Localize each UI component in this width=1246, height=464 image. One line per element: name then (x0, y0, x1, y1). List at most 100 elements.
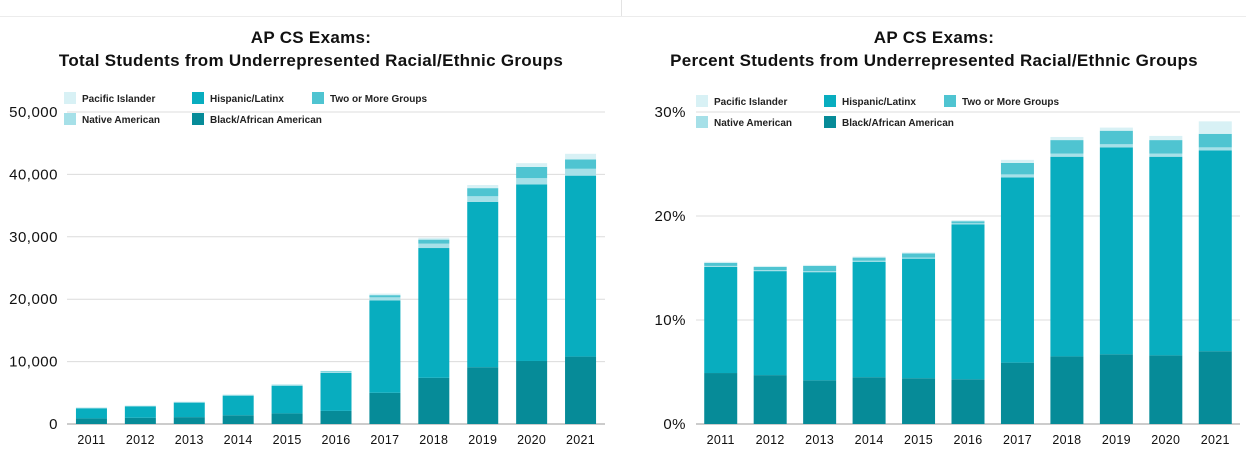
legend-swatch (696, 116, 708, 128)
bar-segment (1050, 153, 1084, 157)
bar-segment (565, 175, 597, 357)
bar-segment (1000, 162, 1034, 175)
y-tick-label: 0% (663, 416, 686, 433)
legend-swatch (312, 92, 324, 104)
y-tick-label: 0 (49, 416, 58, 433)
bar-segment (1149, 140, 1183, 154)
chart-title-line2: Percent Students from Underrepresented R… (670, 51, 1198, 70)
bar-segment (369, 300, 401, 393)
legend-swatch (944, 95, 956, 107)
x-tick-label: 2019 (1102, 433, 1131, 447)
x-tick-label: 2021 (1201, 433, 1230, 447)
bar-segment (222, 395, 254, 416)
bar-segment (704, 262, 738, 266)
bar-segment (852, 261, 886, 378)
x-tick-label: 2017 (370, 433, 399, 447)
bar-segment (320, 371, 352, 372)
legend-swatch (824, 95, 836, 107)
bar-segment (704, 265, 738, 267)
bar-segment (1000, 174, 1034, 178)
x-tick-label: 2015 (904, 433, 933, 447)
bar-segment (516, 166, 548, 179)
x-tick-label: 2011 (77, 433, 105, 447)
bar-segment (753, 375, 787, 424)
bar-segment (1149, 156, 1183, 356)
bar-segment (516, 178, 548, 185)
bar-segment (75, 408, 107, 419)
bar-segment (753, 271, 787, 376)
bar-segment (1050, 356, 1084, 424)
bar-segment (852, 377, 886, 424)
bar-segment (1198, 150, 1232, 352)
legend-label: Two or More Groups (962, 97, 1059, 108)
legend-label: Native American (82, 115, 160, 126)
bar-segment (271, 413, 303, 424)
bar-segment (124, 406, 156, 418)
bar-segment (704, 266, 738, 374)
bar-segment (369, 293, 401, 296)
legend-label: Pacific Islander (82, 94, 155, 105)
bar-segment (320, 372, 352, 411)
x-tick-label: 2014 (855, 433, 884, 447)
bar-segment (1050, 136, 1084, 141)
bar-segment (467, 188, 499, 197)
x-tick-label: 2020 (1151, 433, 1180, 447)
legend-label: Two or More Groups (330, 94, 427, 105)
legend-label: Hispanic/Latinx (842, 97, 916, 108)
bar-segment (418, 243, 450, 249)
total-students-bar-chart: 0 10,000 20,000 30,000 40,000 50,000 2011 2012 2… (9, 92, 605, 447)
bar-segment (173, 402, 205, 418)
x-tick-label: 2021 (566, 433, 595, 447)
y-tick-label: 50,000 (9, 104, 58, 121)
bar-segment (951, 223, 985, 225)
x-tick-label: 2011 (707, 433, 735, 447)
bar-segment (1198, 351, 1232, 424)
bar-segment (565, 159, 597, 169)
bar-segment (951, 224, 985, 380)
bar-segment (1149, 153, 1183, 157)
bar-segment (320, 410, 352, 424)
y-tick-label: 10% (654, 312, 686, 329)
bar-segment (369, 392, 401, 424)
bar-segment (1099, 144, 1133, 148)
y-tick-label: 20,000 (9, 291, 58, 308)
x-tick-label: 2017 (1003, 433, 1032, 447)
bar-segment (467, 201, 499, 368)
y-tick-label: 10,000 (9, 354, 58, 371)
bar-segment (418, 237, 450, 240)
x-tick-label: 2016 (953, 433, 982, 447)
bar-segment (222, 394, 254, 396)
x-tick-label: 2013 (805, 433, 834, 447)
bar-segment (1050, 140, 1084, 154)
bar-segment (951, 220, 985, 222)
bar-segment (467, 196, 499, 202)
bar-segment (803, 380, 837, 424)
y-tick-label: 20% (654, 208, 686, 225)
y-tick-label: 30% (654, 104, 686, 121)
bar-segment (1198, 133, 1232, 148)
bar-segment (1198, 121, 1232, 134)
bar-segment (1000, 159, 1034, 163)
bar-segment (467, 367, 499, 424)
x-tick-label: 2013 (175, 433, 204, 447)
bar-segment (951, 221, 985, 224)
x-tick-label: 2018 (1052, 433, 1081, 447)
bar-segment (753, 266, 787, 271)
bar-segment (753, 270, 787, 272)
bar-segment (753, 265, 787, 267)
bar-segment (1099, 147, 1133, 355)
bar-segment (271, 385, 303, 386)
bar-segment (852, 256, 886, 258)
bar-segment (803, 271, 837, 273)
x-tick-label: 2012 (126, 433, 155, 447)
bar-segment (369, 295, 401, 298)
x-tick-label: 2012 (756, 433, 785, 447)
y-tick-label: 30,000 (9, 229, 58, 246)
percent-students-bar-chart: 0% 10% 20% 30% 2011 2012 2013 2014 2015 2016 2017 2… (654, 95, 1240, 447)
bar-segment (565, 153, 597, 160)
bar-segment (704, 373, 738, 424)
legend-swatch (64, 113, 76, 125)
bar-segment (418, 239, 450, 244)
legend-swatch (696, 95, 708, 107)
bar-segment (516, 184, 548, 361)
